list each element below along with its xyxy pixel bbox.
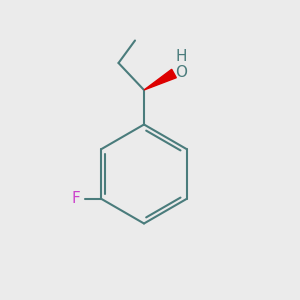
Polygon shape [144,69,176,90]
Text: O: O [176,65,188,80]
Text: F: F [71,191,80,206]
Text: H: H [176,49,187,64]
